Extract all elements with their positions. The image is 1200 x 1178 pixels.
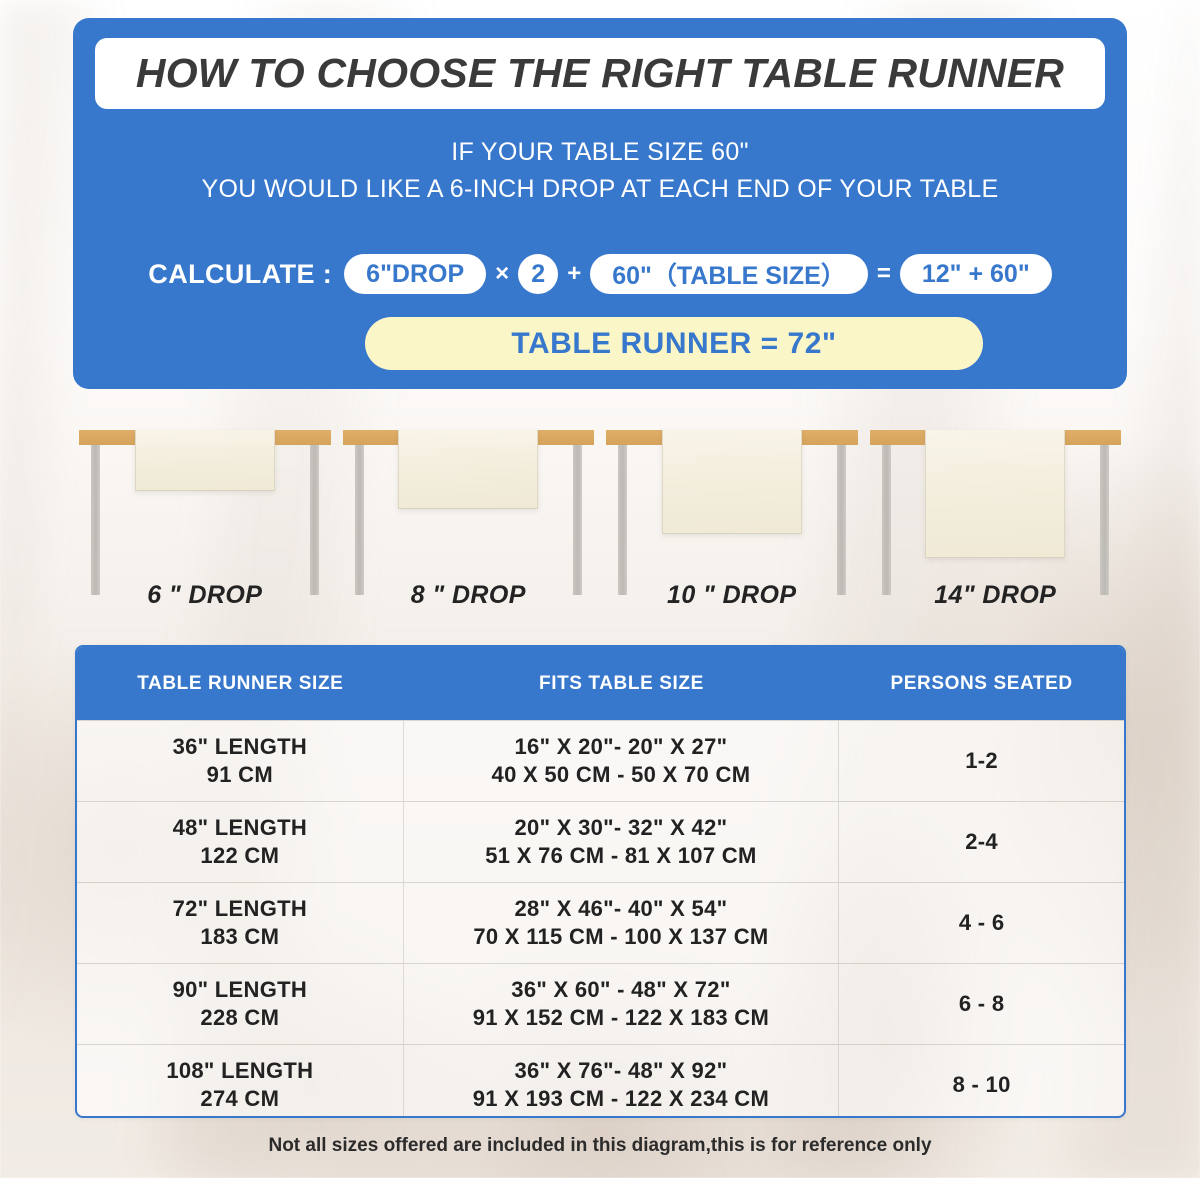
cell-runner-size: 36" LENGTH 91 CM xyxy=(77,721,404,801)
sum-pill: 12" + 60" xyxy=(899,254,1052,294)
tabletop-right-icon xyxy=(268,430,331,445)
drop-value-pill: 6"DROP xyxy=(344,254,487,294)
persons-value: 4 - 6 xyxy=(958,909,1005,935)
subtitle-line-1: IF YOUR TABLE SIZE 60" xyxy=(451,138,749,166)
drop-label: 8 " DROP xyxy=(410,581,526,609)
runner-size-cm: 91 CM xyxy=(206,762,273,787)
size-table: TABLE RUNNER SIZE FITS TABLE SIZE PERSON… xyxy=(75,645,1126,1118)
table-header-row: TABLE RUNNER SIZE FITS TABLE SIZE PERSON… xyxy=(77,647,1124,720)
tabletop-right-icon xyxy=(1059,430,1121,445)
calculate-label: CALCULATE : xyxy=(148,258,333,289)
cell-persons-seated: 2-4 xyxy=(839,802,1124,882)
title-plate: HOW TO CHOOSE THE RIGHT TABLE RUNNER xyxy=(95,38,1105,109)
plus-operator: + xyxy=(567,260,582,287)
tabletop-left-icon xyxy=(342,430,405,445)
table-leg-left-icon xyxy=(91,445,100,595)
table-leg-right-icon xyxy=(836,445,846,595)
fits-inches: 28" X 46"- 40" X 54" xyxy=(514,895,728,921)
table-leg-right-icon xyxy=(1100,445,1109,595)
table-leg-left-icon xyxy=(618,445,627,595)
tabletop-left-icon xyxy=(606,430,668,445)
fits-cm: 91 X 193 CM - 122 X 234 CM xyxy=(472,1086,770,1111)
drop-label: 14" DROP xyxy=(934,581,1057,609)
hero-panel: HOW TO CHOOSE THE RIGHT TABLE RUNNER IF … xyxy=(73,18,1127,389)
cell-runner-size: 108" LENGTH 274 CM xyxy=(77,1045,404,1116)
tabletop-right-icon xyxy=(795,430,858,445)
cell-runner-size: 90" LENGTH 228 CM xyxy=(77,964,404,1044)
cell-fits-table-size: 36" X 60" - 48" X 72" 91 X 152 CM - 122 … xyxy=(404,964,840,1044)
persons-value: 2-4 xyxy=(965,828,998,854)
subtitle-line-2: YOU WOULD LIKE A 6-INCH DROP AT EACH END… xyxy=(201,175,999,203)
runner-size-inches: 48" LENGTH xyxy=(172,814,308,840)
drop-label: 10 " DROP xyxy=(667,581,797,609)
table-row: 108" LENGTH 274 CM 36" X 76"- 48" X 92" … xyxy=(77,1044,1124,1116)
cell-runner-size: 48" LENGTH 122 CM xyxy=(77,802,404,882)
fits-cm: 51 X 76 CM - 81 X 107 CM xyxy=(485,843,757,868)
table-row: 90" LENGTH 228 CM 36" X 60" - 48" X 72" … xyxy=(77,963,1124,1044)
multiplier-pill: 2 xyxy=(518,254,559,294)
persons-value: 8 - 10 xyxy=(952,1071,1011,1097)
fits-inches: 36" X 60" - 48" X 72" xyxy=(511,976,731,1002)
equals-operator: = xyxy=(876,260,891,287)
fits-cm: 40 X 50 CM - 50 X 70 CM xyxy=(491,762,751,787)
multiply-operator: × xyxy=(495,260,510,287)
page-title: HOW TO CHOOSE THE RIGHT TABLE RUNNER xyxy=(135,50,1065,96)
fits-cm: 91 X 152 CM - 122 X 183 CM xyxy=(472,1005,770,1030)
column-header-persons-seated: PERSONS SEATED xyxy=(890,672,1073,694)
table-leg-right-icon xyxy=(573,445,582,595)
runner-size-inches: 90" LENGTH xyxy=(172,976,308,1002)
runner-size-inches: 72" LENGTH xyxy=(172,895,308,921)
column-header-runner-size: TABLE RUNNER SIZE xyxy=(137,672,344,694)
drop-illustrations: 6 " DROP 8 " DROP 10 " DROP 14" DROP xyxy=(73,420,1127,620)
table-runner-icon xyxy=(134,430,275,491)
cell-persons-seated: 6 - 8 xyxy=(839,964,1124,1044)
fits-inches: 36" X 76"- 48" X 92" xyxy=(514,1057,728,1083)
persons-value: 6 - 8 xyxy=(958,990,1005,1016)
runner-size-inches: 36" LENGTH xyxy=(172,733,308,759)
tabletop-left-icon xyxy=(869,430,932,445)
table-row: 48" LENGTH 122 CM 20" X 30"- 32" X 42" 5… xyxy=(77,801,1124,882)
fits-cm: 70 X 115 CM - 100 X 137 CM xyxy=(473,924,769,949)
column-header-fits-table-size: FITS TABLE SIZE xyxy=(538,672,704,694)
table-leg-left-icon xyxy=(354,445,364,595)
drop-illustration-14: 14" DROP xyxy=(864,420,1128,620)
cell-fits-table-size: 16" X 20"- 20" X 27" 40 X 50 CM - 50 X 7… xyxy=(404,721,840,801)
table-size-pill: 60"（TABLE SIZE） xyxy=(590,254,868,294)
fits-inches: 16" X 20"- 20" X 27" xyxy=(514,733,728,759)
table-row: 72" LENGTH 183 CM 28" X 46"- 40" X 54" 7… xyxy=(77,882,1124,963)
cell-persons-seated: 4 - 6 xyxy=(839,883,1124,963)
table-row: 36" LENGTH 91 CM 16" X 20"- 20" X 27" 40… xyxy=(77,720,1124,801)
drop-illustration-10: 10 " DROP xyxy=(600,420,864,620)
runner-size-cm: 183 CM xyxy=(200,924,280,949)
cell-persons-seated: 8 - 10 xyxy=(839,1045,1124,1116)
runner-size-inches: 108" LENGTH xyxy=(166,1057,314,1083)
calculation-row: CALCULATE : 6"DROP × 2 + 60"（TABLE SIZE）… xyxy=(73,251,1127,297)
cell-persons-seated: 1-2 xyxy=(839,721,1124,801)
drop-label: 6 " DROP xyxy=(147,581,263,609)
result-plate: TABLE RUNNER = 72" xyxy=(365,317,983,370)
table-runner-icon xyxy=(398,430,539,509)
tabletop-left-icon xyxy=(79,430,141,445)
cell-fits-table-size: 28" X 46"- 40" X 54" 70 X 115 CM - 100 X… xyxy=(404,883,840,963)
persons-value: 1-2 xyxy=(965,747,998,773)
runner-size-cm: 274 CM xyxy=(200,1086,280,1111)
table-runner-icon xyxy=(661,430,802,534)
tabletop-right-icon xyxy=(532,430,594,445)
cell-fits-table-size: 36" X 76"- 48" X 92" 91 X 193 CM - 122 X… xyxy=(404,1045,840,1116)
result-text: TABLE RUNNER = 72" xyxy=(511,326,837,360)
runner-size-cm: 228 CM xyxy=(200,1005,280,1030)
cell-runner-size: 72" LENGTH 183 CM xyxy=(77,883,404,963)
cell-fits-table-size: 20" X 30"- 32" X 42" 51 X 76 CM - 81 X 1… xyxy=(404,802,840,882)
drop-illustration-8: 8 " DROP xyxy=(337,420,601,620)
table-leg-left-icon xyxy=(881,445,891,595)
runner-size-cm: 122 CM xyxy=(200,843,280,868)
fits-inches: 20" X 30"- 32" X 42" xyxy=(514,814,728,840)
footer-note: Not all sizes offered are included in th… xyxy=(268,1135,932,1156)
drop-illustration-6: 6 " DROP xyxy=(73,420,337,620)
table-leg-right-icon xyxy=(309,445,319,595)
table-runner-icon xyxy=(925,430,1066,558)
